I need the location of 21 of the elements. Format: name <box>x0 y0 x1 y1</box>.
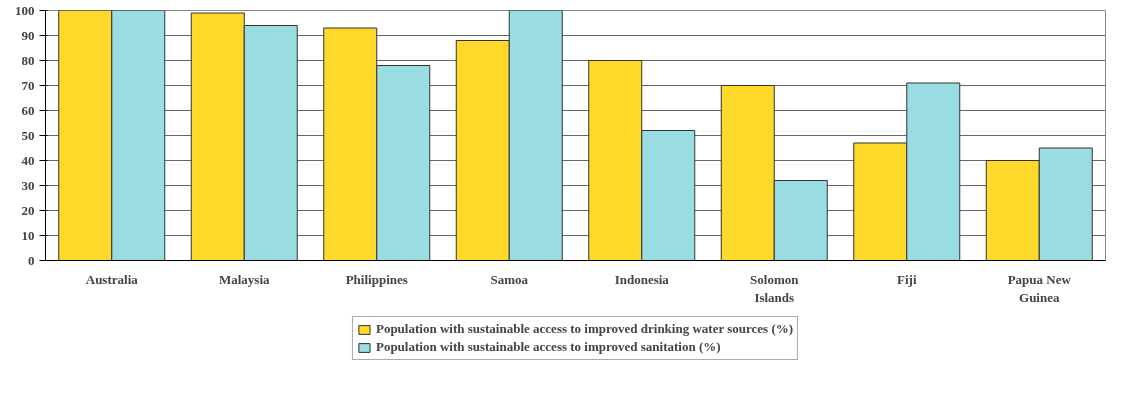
y-tick-label: 90 <box>21 27 35 43</box>
y-tick-label: 30 <box>21 177 35 193</box>
y-tick-label: 40 <box>21 152 35 168</box>
x-tick-label: Indonesia <box>614 271 670 287</box>
x-tick-label: Samoa <box>490 271 529 287</box>
x-tick-label: Fiji <box>897 271 917 287</box>
x-tick-label: Australia <box>85 271 139 287</box>
y-tick-label: 100 <box>15 2 35 18</box>
x-tick-label: Solomon Islands <box>750 271 800 305</box>
y-tick-label: 70 <box>21 77 35 93</box>
x-tick-label: Papua New Guinea <box>1007 271 1072 305</box>
legend-label: Population with sustainable access to improved drinking water sources (%) <box>375 321 794 337</box>
legend-label: Population with sustainable access to improved sanitation (%) <box>375 339 721 355</box>
y-tick-label: 10 <box>21 227 35 243</box>
y-tick-label: 0 <box>28 252 35 268</box>
x-tick-label: Philippines <box>345 271 408 287</box>
y-tick-label: 60 <box>21 102 35 118</box>
y-tick-label: 20 <box>21 202 35 218</box>
y-tick-label: 50 <box>21 127 35 143</box>
x-tick-label: Malaysia <box>218 271 271 287</box>
y-tick-label: 80 <box>21 52 35 68</box>
